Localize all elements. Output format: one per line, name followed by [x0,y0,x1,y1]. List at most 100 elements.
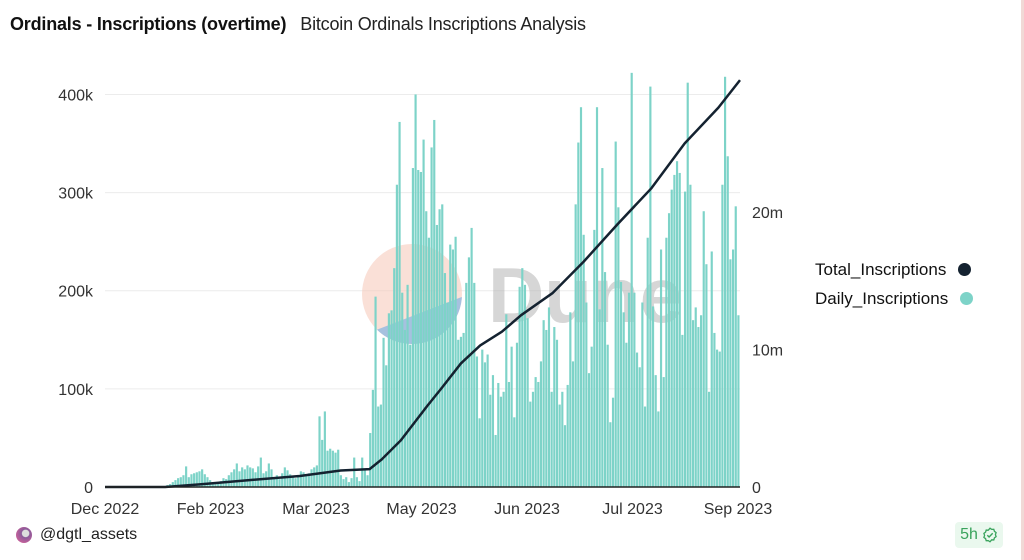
daily-bar [195,472,198,487]
daily-bar [329,448,332,487]
daily-bar [678,172,681,487]
daily-bar [553,327,556,487]
right-y-axis: 0 10m 20m [752,205,783,497]
daily-bar [579,107,583,487]
daily-bar [337,449,340,487]
daily-bar [699,315,703,487]
daily-bar [382,337,385,487]
daily-bar [593,229,596,487]
author-name: @dgtl_assets [40,526,138,543]
daily-bar [563,425,567,487]
left-tick-label: 400k [58,87,94,104]
total-inscriptions-line [105,79,741,489]
daily-bar [187,477,190,487]
daily-bar [449,244,452,487]
daily-bar [670,189,673,487]
daily-bar [243,469,246,487]
daily-bar [590,346,593,487]
daily-bar [438,209,441,487]
daily-bar [171,482,174,487]
daily-bar [561,391,564,487]
daily-bar [249,467,252,487]
daily-bar [729,259,732,487]
daily-bar [179,477,182,487]
daily-bar [206,477,209,487]
daily-bar [345,477,348,487]
daily-bar [398,121,401,487]
daily-bar [683,191,687,487]
daily-bar [585,302,588,487]
daily-bar [289,474,292,487]
daily-bar [723,76,727,488]
daily-bar [654,375,657,487]
daily-bar [259,457,262,487]
daily-bar [257,466,260,487]
daily-bar [617,207,620,488]
daily-bars [163,72,740,488]
x-tick-label: Sep 2023 [704,501,773,518]
left-tick-label: 300k [58,186,94,203]
daily-bar [446,302,449,487]
author-link[interactable]: @dgtl_assets [16,526,137,544]
daily-bar [470,227,473,487]
daily-bar [622,312,625,487]
daily-bar [633,292,636,487]
daily-bar [651,306,655,487]
right-tick-label: 0 [752,480,761,497]
daily-bar [731,249,735,487]
daily-bar [238,471,241,487]
x-tick-label: Jul 2023 [602,501,663,518]
chart-header: Ordinals - Inscriptions (overtime) Bitcoi… [10,14,586,35]
daily-bar [638,367,641,487]
daily-bar [625,342,628,487]
daily-bar [361,457,364,487]
x-tick-label: Mar 2023 [282,501,350,518]
legend-item-daily[interactable]: Daily_Inscriptions [815,284,974,313]
daily-bar [537,381,540,487]
daily-bar [185,466,188,487]
daily-bar [571,361,575,487]
daily-bar [369,433,372,487]
legend-item-total[interactable]: Total_Inscriptions [815,255,973,284]
daily-bar [675,161,679,487]
daily-bar [366,475,369,487]
daily-bar [641,302,644,487]
daily-bar [707,391,711,487]
daily-bar [475,356,479,487]
daily-bar [379,404,382,487]
left-tick-label: 200k [58,284,94,301]
daily-bar [401,292,404,487]
daily-bar [542,320,545,487]
daily-bar [390,310,393,487]
daily-bar [665,237,668,487]
daily-bar [574,204,577,487]
daily-bar [518,286,521,487]
daily-bar [659,249,663,487]
legend-dot-icon [958,263,972,276]
daily-bar [547,307,551,487]
x-tick-label: May 2023 [386,501,456,518]
daily-bar [721,184,724,488]
daily-bar [305,475,308,487]
chart-subtitle: Bitcoin Ordinals Inscriptions Analysis [300,14,586,34]
daily-bar [710,251,713,487]
daily-bar [566,384,569,487]
daily-bar [507,381,511,487]
x-tick-label: Feb 2023 [177,501,245,518]
daily-bar [465,282,468,487]
daily-bar [582,234,585,487]
freshness-badge[interactable]: 5h [955,522,1003,548]
daily-bar [486,354,489,487]
daily-bar [481,349,484,487]
left-tick-label: 0 [84,480,93,497]
daily-bar [718,351,721,487]
daily-bar [201,469,204,487]
daily-bar [251,468,254,487]
daily-bar [313,467,316,487]
daily-bar [523,284,527,487]
daily-bar [174,480,177,487]
daily-bar [419,171,422,487]
daily-bar [326,450,329,487]
daily-bar [318,416,321,487]
daily-bar [422,139,425,487]
